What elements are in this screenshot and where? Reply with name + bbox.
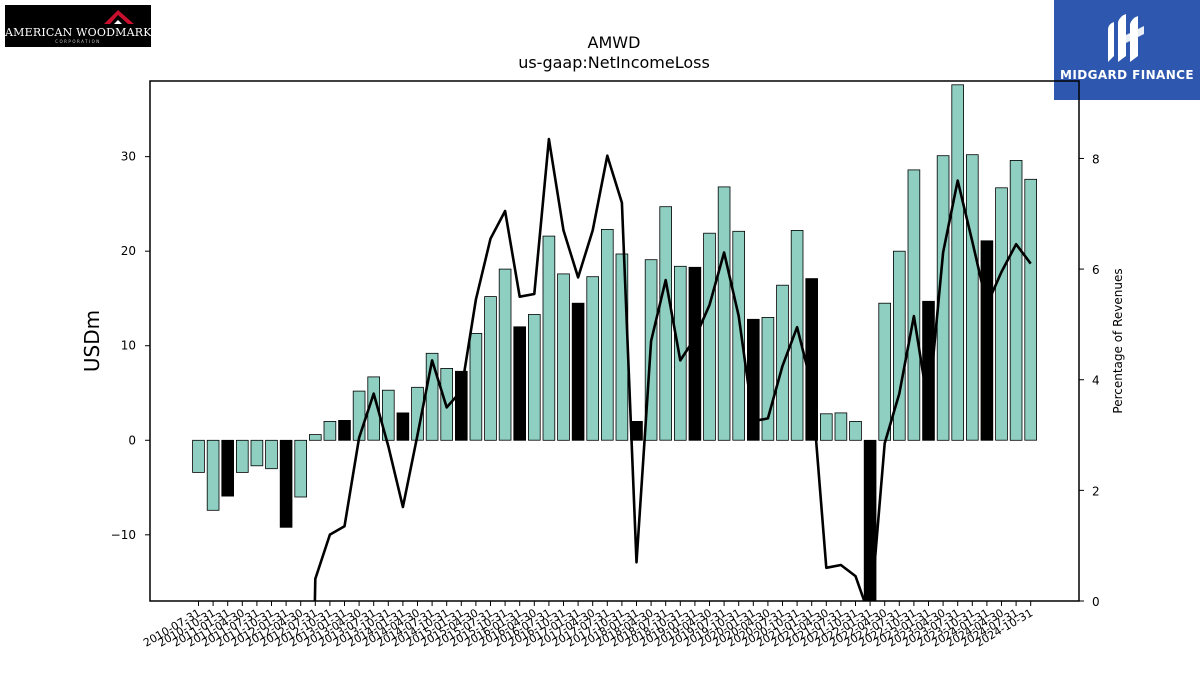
bar-2011-10-31 xyxy=(265,439,278,470)
bar-2020-04-30 xyxy=(761,316,775,441)
logo-right-text: MIDGARD FINANCE xyxy=(1060,68,1194,82)
bar-2017-04-30 xyxy=(586,276,599,441)
y2-tick-label: 2 xyxy=(1092,484,1100,498)
y2-tick-label: 4 xyxy=(1092,374,1100,388)
bar-2016-04-30 xyxy=(528,314,541,441)
logo-left-subtext: CORPORATION xyxy=(55,39,101,44)
logo-left-text: AMERICAN WOODMARK xyxy=(5,26,152,39)
bar-2022-10-31 xyxy=(907,169,921,441)
bar-2022-07-31 xyxy=(893,250,906,441)
x-axis: 2010-07-312010-10-312011-01-312011-04-30… xyxy=(141,601,1035,650)
bar-2015-07-31 xyxy=(484,296,497,441)
y2-tick-label: 0 xyxy=(1092,595,1100,609)
bar-2011-07-31 xyxy=(250,439,264,467)
y-tick-label: 20 xyxy=(121,244,136,258)
chart-subtitle: us-gaap:NetIncomeLoss xyxy=(518,53,710,72)
house-roof-icon xyxy=(104,10,134,24)
y-tick-label: −10 xyxy=(111,528,136,542)
y2-tick-label: 6 xyxy=(1092,263,1100,277)
bar-2013-01-31 xyxy=(338,419,351,441)
american-woodmark-logo: AMERICAN WOODMARK CORPORATION xyxy=(5,5,151,47)
bar-2013-04-30 xyxy=(352,390,366,441)
bar-2012-10-31 xyxy=(323,420,337,441)
y-axis-label: USDm xyxy=(80,310,104,372)
bar-2023-10-31 xyxy=(966,154,979,441)
bar-2012-04-30 xyxy=(294,439,307,498)
y-axis: −10 0 10 20 30 xyxy=(111,150,150,542)
bar-2011-04-30 xyxy=(235,439,249,473)
bar-2016-01-31 xyxy=(513,326,526,441)
bar-2012-07-31 xyxy=(308,434,322,441)
bar-2021-07-31 xyxy=(834,412,848,441)
bar-2014-01-31 xyxy=(396,412,410,441)
bar-2013-10-31 xyxy=(381,389,395,441)
bar-2012-01-31 xyxy=(279,439,293,528)
bar-2015-01-31 xyxy=(454,370,468,441)
percent-of-revenues-line xyxy=(313,137,1032,601)
bar-2019-01-31 xyxy=(688,266,702,441)
bar-2010-07-31 xyxy=(192,439,205,473)
bar-2015-10-31 xyxy=(498,268,512,441)
bar-2015-04-30 xyxy=(469,332,483,441)
y2-axis-label: Percentage of Revenues xyxy=(1111,268,1125,413)
bar-2019-10-31 xyxy=(732,230,745,441)
y-tick-label: 10 xyxy=(121,339,136,353)
bar-2024-04-30 xyxy=(995,187,1008,441)
bar-2022-04-30 xyxy=(878,302,891,441)
bar-2023-04-30 xyxy=(936,155,950,441)
bar-2010-10-31 xyxy=(206,439,220,511)
midgard-mark-icon xyxy=(1108,14,1144,62)
bar-2024-10-31 xyxy=(1024,178,1038,441)
bar-2018-07-31 xyxy=(659,206,672,441)
bar-2019-04-30 xyxy=(703,232,716,441)
bar-2021-04-30 xyxy=(820,413,833,441)
bar-2011-01-31 xyxy=(221,439,235,497)
bar-2017-07-31 xyxy=(601,228,614,441)
plot-frame xyxy=(149,80,1080,602)
bar-2020-10-31 xyxy=(790,229,804,441)
bar-2021-01-31 xyxy=(805,278,818,441)
bar-2024-07-31 xyxy=(1009,159,1023,441)
y-tick-label: 30 xyxy=(121,150,136,164)
bar-2024-01-31 xyxy=(980,240,994,441)
chart-title: AMWD xyxy=(588,33,641,52)
bar-2023-07-31 xyxy=(951,84,964,441)
bar-2021-10-31 xyxy=(849,420,862,441)
y2-axis: 0 2 4 6 8 xyxy=(1079,152,1100,609)
y-tick-label: 0 xyxy=(128,433,136,447)
midgard-finance-logo: MIDGARD FINANCE xyxy=(1054,0,1200,100)
bar-2016-10-31 xyxy=(557,273,570,441)
y2-tick-label: 8 xyxy=(1092,152,1100,166)
line-group xyxy=(313,137,1032,601)
bar-2019-07-31 xyxy=(717,186,731,441)
bar-2016-07-31 xyxy=(542,235,556,441)
bar-2017-01-31 xyxy=(571,302,585,441)
